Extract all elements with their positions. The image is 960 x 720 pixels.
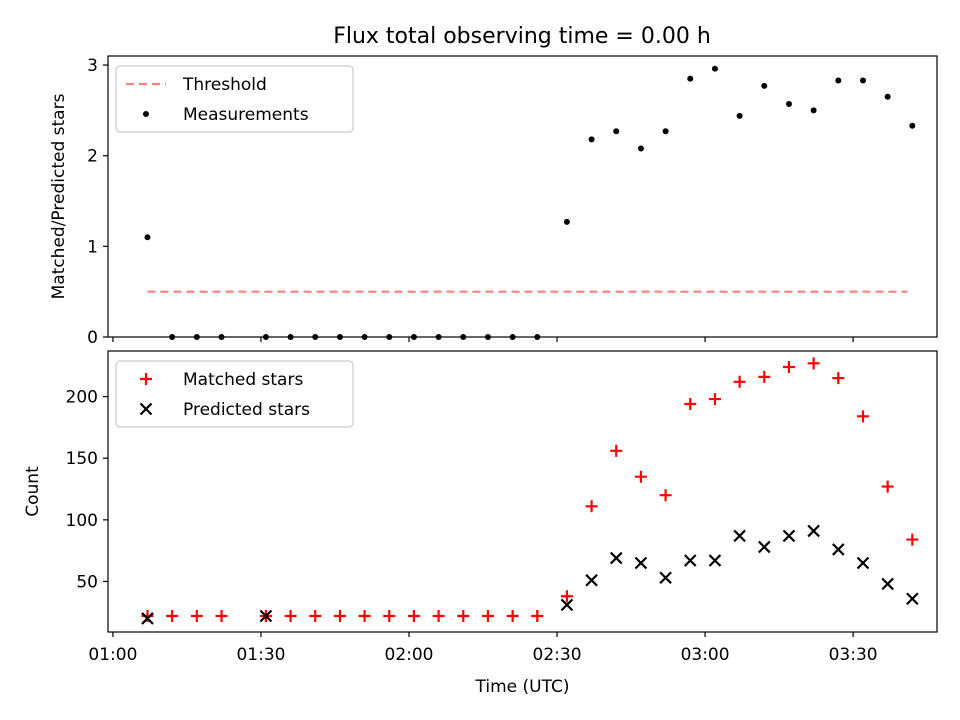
x-tick-label: 01:00 (88, 645, 137, 665)
matched-point (531, 609, 544, 622)
matched-point (807, 357, 820, 370)
series-predicted-stars (141, 524, 919, 625)
legend: Matched stars Predicted stars (115, 360, 354, 428)
predicted-point (634, 556, 648, 570)
measurement-point (687, 75, 694, 82)
measurement-point (588, 136, 595, 143)
predicted-point (856, 556, 870, 570)
matched-point (560, 590, 573, 603)
matched-point (457, 609, 470, 622)
matched-point (407, 609, 420, 622)
legend-label: Measurements (183, 105, 309, 125)
matched-point (585, 500, 598, 513)
y-axis-label: Count (23, 466, 43, 517)
legend: Threshold Measurements (115, 65, 354, 133)
series-matched-stars (141, 357, 919, 622)
matched-point (610, 444, 623, 457)
predicted-point (782, 529, 796, 543)
legend-label: Threshold (182, 75, 267, 95)
matched-point (190, 609, 203, 622)
axes-frame (107, 350, 938, 633)
matched-point (432, 609, 445, 622)
matched-point (333, 609, 346, 622)
matched-point (634, 470, 647, 483)
matched-point (166, 609, 179, 622)
matched-point (284, 609, 297, 622)
measurement-point (144, 234, 151, 241)
predicted-point (733, 529, 746, 543)
matched-point (358, 609, 371, 622)
x-tick-label: 03:30 (829, 645, 878, 665)
measurement-point (909, 122, 916, 129)
predicted-point (683, 554, 697, 567)
legend-box (115, 360, 354, 428)
y-tick-label: 1 (87, 237, 98, 257)
y-axis-label: Matched/Predicted stars (49, 93, 69, 299)
y-tick-label: 0 (87, 328, 98, 348)
predicted-point (609, 551, 623, 565)
matched-point (659, 489, 672, 502)
matched-point (708, 393, 721, 406)
matched-point (481, 609, 494, 622)
x-tick-label: 02:00 (385, 645, 434, 665)
measurement-point (761, 82, 768, 89)
predicted-point (560, 598, 574, 612)
measurement-point (613, 128, 620, 135)
predicted-point (708, 554, 722, 567)
chart-title: Flux total observing time = 0.00 h (333, 24, 711, 49)
y-tick-label: 50 (76, 572, 98, 592)
matched-point (733, 375, 746, 388)
matched-point (782, 361, 795, 374)
predicted-point (659, 571, 672, 585)
predicted-point (832, 543, 845, 556)
measurement-point (736, 112, 743, 119)
legend-marker-predicted (139, 402, 153, 416)
legend-label: Matched stars (183, 370, 303, 390)
x-tick-label: 03:00 (681, 645, 730, 665)
predicted-point (881, 577, 894, 591)
matched-point (309, 609, 322, 622)
bottom-panel-counts: 50 100 150 200 01:00 01:30 02:00 02:30 03:00 03:3… (23, 350, 938, 697)
measurement-point (662, 128, 669, 135)
x-axis-label: Time (UTC) (475, 677, 570, 697)
x-tick-label: 01:30 (236, 645, 285, 665)
matched-point (684, 397, 697, 410)
measurement-point (810, 107, 817, 114)
matched-point (832, 372, 845, 385)
measurement-point (637, 145, 644, 152)
legend-label: Predicted stars (183, 400, 310, 420)
y-tick-label: 150 (66, 449, 98, 469)
matched-point (856, 410, 869, 423)
measurement-point (835, 77, 842, 84)
top-panel-matched-predicted-ratio: 0 1 2 3 Matched/Predicted stars Threshold Meas… (49, 55, 938, 348)
predicted-point (585, 573, 598, 587)
matched-point (215, 609, 228, 622)
legend-marker-measurements (143, 111, 149, 117)
measurement-point (563, 218, 570, 225)
predicted-point (906, 592, 919, 606)
measurement-point (711, 65, 718, 72)
x-tick-label: 02:30 (533, 645, 582, 665)
predicted-point (259, 609, 273, 623)
measurement-point (884, 93, 891, 100)
predicted-point (141, 612, 154, 625)
matched-point (881, 480, 894, 493)
predicted-point (807, 524, 820, 538)
legend-marker-matched (140, 373, 152, 385)
predicted-point (758, 540, 771, 554)
matched-point (906, 533, 919, 546)
matched-point (383, 609, 396, 622)
y-tick-label: 3 (87, 56, 98, 76)
y-tick-label: 100 (66, 511, 98, 531)
matched-point (758, 370, 771, 383)
matched-point (506, 609, 519, 622)
y-tick-label: 2 (87, 147, 98, 167)
y-tick-label: 200 (66, 388, 98, 408)
axes-frame (107, 55, 938, 338)
measurement-point (859, 77, 866, 84)
legend-box (115, 65, 354, 133)
measurement-point (785, 101, 792, 108)
